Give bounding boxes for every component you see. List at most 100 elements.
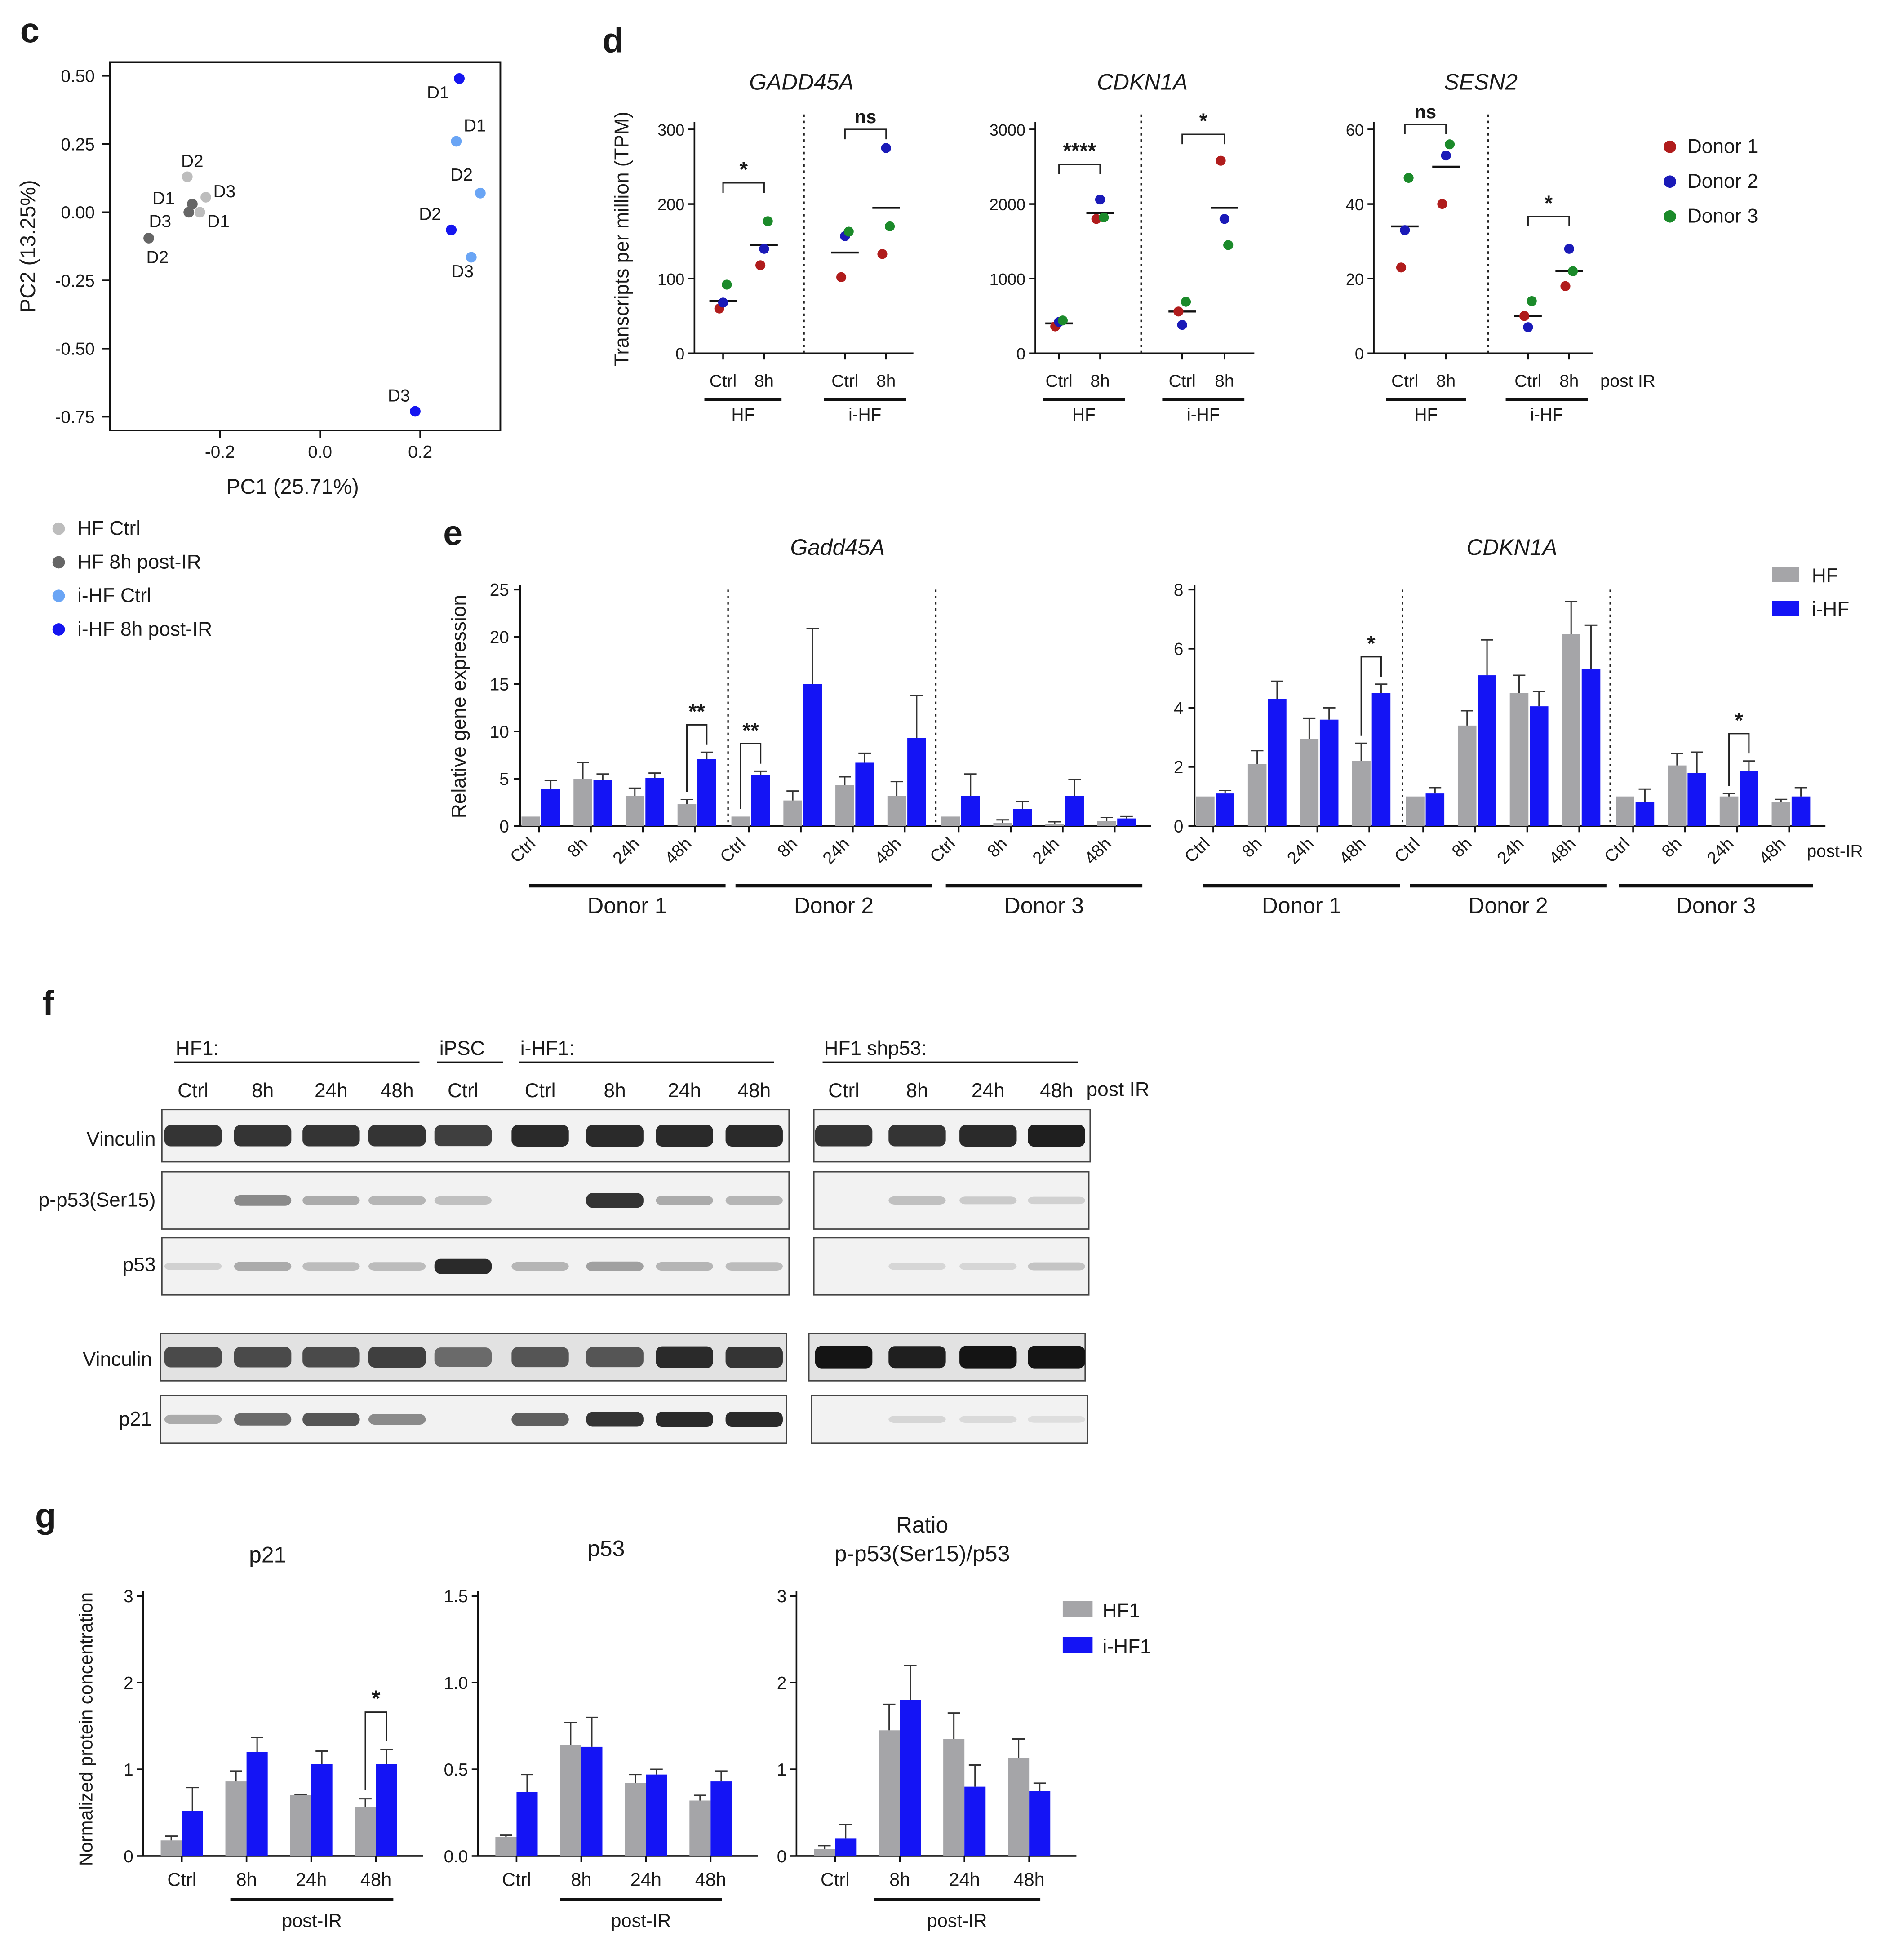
pca-point-label: D3 [452,262,474,281]
y-tick-label: 0.25 [61,135,94,154]
data-point [755,260,766,270]
x-tick-label: 8h [984,834,1011,861]
y-tick-label: 10 [490,722,509,742]
blot-band [1028,1262,1085,1271]
bar-ihf [246,1752,268,1856]
significance-label: ns [1415,101,1436,122]
significance-label: ** [688,700,705,723]
x-tick-label: 8h [1436,372,1456,391]
lane-label: 24h [315,1080,348,1102]
bar-ihf [710,1781,732,1856]
lane-label: 8h [906,1080,928,1102]
legend-swatch [1062,1637,1093,1653]
x-tick-label: 48h [871,834,905,868]
bar-hf [1300,739,1319,826]
x-tick-label: 48h [1755,834,1789,868]
x-tick-label: 48h [1545,834,1580,868]
significance-bracket [1360,656,1382,736]
legend-swatch [1772,567,1800,582]
plot-frame [109,61,502,431]
x-tick-label: Ctrl [926,834,959,867]
data-point [1173,306,1184,317]
legend-label: Donor 3 [1687,205,1758,227]
blot-band [888,1416,946,1423]
x-tick-label: 48h [360,1869,391,1890]
donor-label: Donor 1 [587,893,667,918]
legend-marker [52,623,65,636]
y-tick-label: 60 [1346,121,1364,139]
blot-band [959,1125,1017,1147]
y-tick-label: 300 [657,121,684,139]
legend-label: i-HF 8h post-IR [77,618,212,640]
x-tick-label: 8h [1559,372,1579,391]
data-point [1437,199,1447,209]
y-tick-label: 0 [777,1847,787,1866]
x-tick-label: 24h [1493,834,1527,868]
y-tick-label: -0.75 [55,408,95,427]
bar-hf [1771,802,1791,826]
data-point [1527,296,1537,306]
x-tick-label: Ctrl [1181,834,1214,867]
bar-ihf [1635,802,1655,826]
bar-ihf [311,1764,333,1856]
blot-band [234,1347,292,1368]
y-axis-label: PC2 (13.25%) [16,180,40,313]
y-tick-label: 0.5 [444,1760,468,1780]
legend-marker [1664,175,1676,188]
post-ir-label: post-IR [927,1910,987,1931]
x-tick-label: -0.2 [205,443,235,462]
blot-band [511,1125,569,1147]
lane-label: 24h [668,1080,701,1102]
x-tick-label: 48h [661,834,695,868]
blot-band [164,1347,222,1368]
blot-band [434,1125,492,1147]
blot-band [434,1347,492,1367]
significance-label: * [372,1686,381,1711]
blot-band [234,1262,292,1271]
significance-label: * [1199,109,1208,133]
legend-label: HF1 [1103,1599,1141,1621]
data-point [1095,195,1105,205]
bar-ihf [1268,699,1287,826]
blot-band [656,1346,713,1368]
y-tick-label: 0.00 [61,203,94,222]
panel-label-e: e [443,514,462,553]
data-point [1099,212,1109,223]
blot-band [511,1347,569,1368]
bar-ihf [541,789,560,826]
tpm-panel: Transcripts per million (TPM) GADD45A 0 100… [611,69,1758,424]
y-tick-label: 0.50 [61,67,94,86]
bar-ihf [1687,773,1706,826]
data-point [1181,297,1191,307]
y-tick-label: 3 [777,1587,787,1606]
significance-label: * [1545,191,1553,215]
bar-ihf [516,1792,538,1856]
bar-hf [1008,1758,1030,1856]
blot-band [302,1125,360,1147]
x-tick-label: 8h [236,1869,257,1890]
y-tick-label: 4 [1174,699,1184,718]
x-tick-label: Ctrl [1045,372,1072,391]
significance-bracket [1181,133,1225,145]
blot-band [586,1347,644,1368]
y-tick-label: 3000 [990,121,1025,139]
data-point [843,226,854,237]
bar-ihf [593,780,612,826]
x-tick-label: 8h [1238,834,1266,861]
bar-ihf [1530,706,1549,826]
legend-marker [1664,140,1676,153]
y-tick-label: 2 [777,1674,787,1693]
group-label: HF [732,405,755,425]
x-tick-label: Ctrl [1601,834,1633,867]
lane-label: 48h [737,1080,771,1102]
blot-band [302,1262,360,1271]
significance-label: * [1367,631,1376,655]
data-point [1403,173,1414,183]
bar-hf [1406,796,1425,826]
x-tick-label: 8h [889,1869,910,1890]
gene-title: GADD45A [749,69,854,94]
bar-hf [521,816,541,826]
blot-band [959,1416,1017,1423]
y-tick-label: 8 [1174,580,1184,600]
bar-hf [941,816,960,826]
